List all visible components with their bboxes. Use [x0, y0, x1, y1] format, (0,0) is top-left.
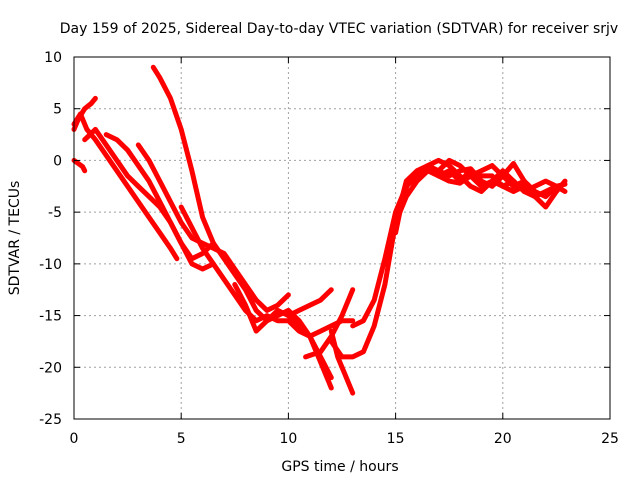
x-axis-label: GPS time / hours	[281, 459, 398, 475]
y-tick-label: -5	[48, 205, 62, 221]
series-line-track-8	[178, 204, 356, 339]
x-tick-label: 15	[387, 431, 405, 447]
series-line-track-2	[71, 95, 98, 132]
y-tick-label: 5	[53, 102, 62, 118]
series-line-track-7	[150, 64, 334, 381]
chart-title: Day 159 of 2025, Sidereal Day-to-day VTE…	[60, 21, 618, 37]
series-line-track-12	[328, 163, 568, 360]
y-axis-label: SDTVAR / TECUs	[7, 181, 23, 296]
series-line-track-17	[436, 157, 527, 184]
series-line-track-16	[393, 157, 559, 236]
series-line-track-10	[285, 287, 334, 319]
y-tick-label: -20	[39, 360, 62, 376]
x-tick-label: 5	[177, 431, 186, 447]
series-line-track-3	[71, 157, 88, 174]
y-tick-label: 0	[53, 153, 62, 169]
y-tick-label: -25	[39, 412, 62, 428]
series-line-track-5	[103, 132, 216, 272]
x-tick-label: 10	[279, 431, 297, 447]
y-tick-label: -10	[39, 257, 62, 273]
series-line-track-6	[135, 142, 291, 313]
x-tick-label: 25	[601, 431, 619, 447]
data-series	[71, 64, 568, 396]
y-tick-label: 10	[44, 50, 62, 66]
x-tick-label: 0	[70, 431, 79, 447]
plot-frame	[73, 56, 611, 420]
axis-ticks: 0 5 10 15 20 25 -25 -20 -15 -10 -5 0 5 10	[39, 50, 619, 447]
series-line-track-9	[232, 282, 334, 391]
y-tick-label: -15	[39, 309, 62, 325]
grid-lines	[74, 57, 610, 419]
series-line-track-1	[71, 111, 180, 262]
x-tick-label: 20	[494, 431, 512, 447]
series-line-track-13	[328, 328, 356, 396]
